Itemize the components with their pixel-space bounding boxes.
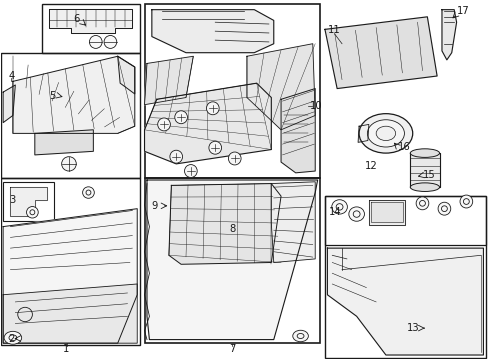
Polygon shape — [271, 182, 315, 262]
Ellipse shape — [297, 333, 304, 338]
Ellipse shape — [419, 201, 425, 206]
Polygon shape — [3, 85, 15, 123]
Bar — [42, 4, 140, 53]
Polygon shape — [147, 180, 317, 339]
Ellipse shape — [348, 207, 364, 221]
Polygon shape — [35, 130, 93, 155]
Text: 7: 7 — [229, 344, 235, 354]
Text: 8: 8 — [229, 225, 235, 234]
Ellipse shape — [352, 211, 359, 217]
Text: 5: 5 — [49, 91, 55, 101]
Text: 6: 6 — [73, 14, 79, 24]
Ellipse shape — [206, 102, 219, 115]
Text: 12: 12 — [364, 161, 377, 171]
Polygon shape — [370, 202, 402, 222]
Polygon shape — [325, 17, 436, 89]
Polygon shape — [281, 89, 315, 173]
Ellipse shape — [366, 120, 404, 147]
Ellipse shape — [335, 204, 342, 210]
Ellipse shape — [184, 165, 197, 177]
Bar — [3, 182, 54, 221]
Ellipse shape — [9, 335, 17, 341]
Text: 10: 10 — [310, 102, 322, 112]
Polygon shape — [152, 10, 273, 53]
Bar — [144, 4, 320, 178]
Polygon shape — [118, 56, 135, 94]
Bar — [0, 53, 140, 178]
Ellipse shape — [86, 190, 91, 195]
Polygon shape — [49, 9, 132, 33]
Text: 13: 13 — [406, 323, 418, 333]
Ellipse shape — [169, 150, 182, 163]
Polygon shape — [327, 248, 483, 355]
Polygon shape — [10, 187, 47, 216]
Ellipse shape — [375, 126, 395, 140]
Text: 4: 4 — [8, 71, 15, 81]
Polygon shape — [144, 56, 193, 105]
Ellipse shape — [26, 207, 38, 218]
Polygon shape — [168, 184, 281, 264]
Ellipse shape — [409, 183, 439, 192]
Ellipse shape — [82, 187, 94, 198]
Polygon shape — [13, 56, 135, 134]
Ellipse shape — [228, 152, 241, 165]
Text: 2: 2 — [8, 333, 15, 343]
Polygon shape — [368, 200, 405, 225]
Polygon shape — [144, 83, 271, 164]
Text: 3: 3 — [10, 195, 16, 205]
Ellipse shape — [331, 200, 346, 214]
Bar — [0, 178, 140, 345]
Ellipse shape — [104, 36, 117, 48]
Polygon shape — [409, 153, 439, 187]
Text: 17: 17 — [456, 6, 468, 17]
Ellipse shape — [30, 210, 35, 215]
Text: 14: 14 — [328, 207, 340, 217]
Polygon shape — [3, 284, 137, 343]
Ellipse shape — [437, 202, 450, 215]
Text: 15: 15 — [422, 170, 434, 180]
Ellipse shape — [292, 330, 308, 342]
Ellipse shape — [358, 114, 412, 153]
Ellipse shape — [415, 197, 428, 210]
Ellipse shape — [409, 149, 439, 157]
Text: 9: 9 — [151, 201, 157, 211]
Ellipse shape — [158, 118, 170, 131]
Ellipse shape — [208, 141, 221, 154]
Text: 11: 11 — [327, 25, 341, 35]
Bar — [144, 178, 320, 343]
Polygon shape — [3, 209, 137, 343]
Text: 1: 1 — [63, 344, 70, 354]
Bar — [325, 196, 485, 244]
Ellipse shape — [463, 199, 468, 204]
Polygon shape — [246, 44, 315, 130]
Ellipse shape — [459, 195, 472, 208]
Polygon shape — [357, 125, 368, 142]
Ellipse shape — [89, 36, 102, 48]
Ellipse shape — [4, 331, 21, 344]
Text: 16: 16 — [397, 142, 410, 152]
Ellipse shape — [61, 157, 76, 171]
Ellipse shape — [441, 206, 447, 212]
Ellipse shape — [174, 111, 187, 124]
Polygon shape — [441, 10, 456, 60]
Bar — [325, 196, 485, 357]
